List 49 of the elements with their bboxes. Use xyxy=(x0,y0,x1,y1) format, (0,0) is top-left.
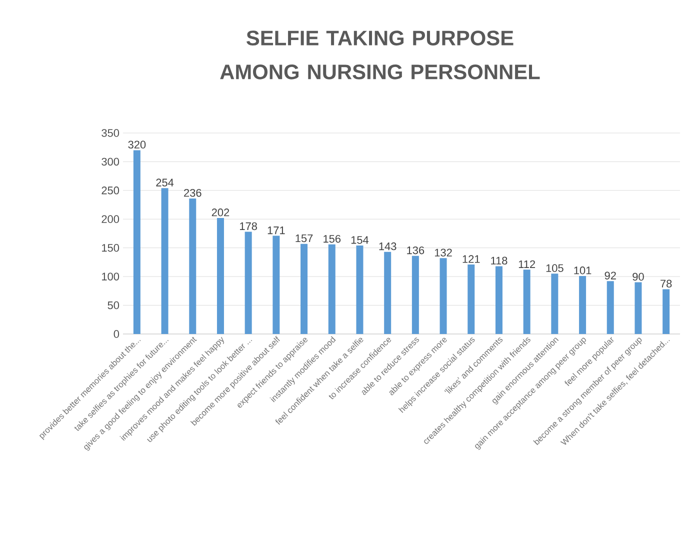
y-tick-label: 200 xyxy=(102,215,120,224)
bar xyxy=(662,289,670,334)
y-tick-label: 250 xyxy=(102,186,120,194)
bar xyxy=(356,246,364,334)
y-tick-label: 0 xyxy=(114,330,120,338)
bar xyxy=(300,244,308,334)
bar xyxy=(579,276,586,334)
bar xyxy=(244,232,252,334)
data-label: 202 xyxy=(212,208,230,216)
bar xyxy=(412,256,419,334)
bar xyxy=(133,150,140,334)
chart-title: SELFIE TAKING PURPOSE AMONG NURSING PERSONNEL xyxy=(220,30,540,80)
bar xyxy=(440,258,447,334)
data-label: 154 xyxy=(351,236,369,244)
bar xyxy=(161,188,168,334)
bar xyxy=(523,270,530,334)
data-label: 254 xyxy=(156,178,174,186)
bar xyxy=(634,282,642,334)
data-label: 90 xyxy=(632,272,644,281)
y-tick-label: 350 xyxy=(102,129,120,137)
data-label: 236 xyxy=(184,189,202,197)
bar xyxy=(551,274,558,334)
data-label: 78 xyxy=(660,280,672,288)
bar xyxy=(189,198,196,334)
data-label: 156 xyxy=(324,234,341,243)
y-tick-label: 300 xyxy=(102,158,120,166)
y-tick-label: 150 xyxy=(102,244,120,252)
data-label: 105 xyxy=(546,264,564,272)
data-label: 178 xyxy=(240,222,257,230)
bar xyxy=(328,244,336,334)
bar xyxy=(495,266,502,334)
data-label: 118 xyxy=(491,256,508,265)
data-label: 121 xyxy=(462,255,480,263)
y-tick-label: 50 xyxy=(108,301,120,310)
bar xyxy=(272,236,280,334)
data-label: 171 xyxy=(268,226,285,234)
bar xyxy=(606,281,614,334)
data-label: 92 xyxy=(604,272,616,280)
data-label: 320 xyxy=(128,140,146,149)
bar xyxy=(216,218,224,334)
data-label: 136 xyxy=(407,246,424,254)
bar xyxy=(468,264,475,334)
data-label: 112 xyxy=(518,260,536,268)
data-label: 132 xyxy=(434,248,452,256)
data-label: 101 xyxy=(574,266,592,274)
data-label: 143 xyxy=(379,242,396,250)
y-tick-label: 100 xyxy=(102,272,120,280)
bar xyxy=(384,252,392,334)
data-label: 157 xyxy=(296,234,313,242)
